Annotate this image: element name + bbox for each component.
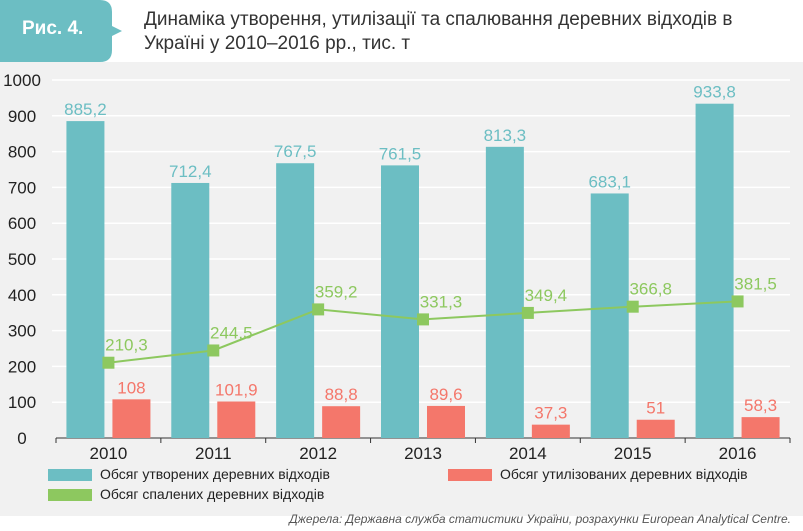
- y-tick-label: 500: [8, 250, 36, 269]
- bar-generated: [66, 121, 105, 439]
- bar-utilized: [427, 405, 465, 438]
- y-tick-label: 1000: [3, 71, 41, 90]
- data-label-utilized: 88,8: [325, 385, 358, 404]
- data-label-burned: 366,8: [629, 280, 672, 299]
- marker-burned: [626, 300, 639, 313]
- y-tick-label: 900: [8, 107, 36, 126]
- y-tick-label: 300: [8, 322, 36, 341]
- y-tick-label: 700: [8, 178, 36, 197]
- legend-label-utilized: Обсяг утилізованих деревних відходів: [500, 466, 748, 482]
- data-label-generated: 712,4: [169, 162, 212, 181]
- source-note: Джерела: Державна служба статистики Укра…: [289, 512, 791, 526]
- data-label-generated: 767,5: [274, 142, 317, 161]
- marker-burned: [207, 344, 220, 357]
- x-tick-label: 2012: [299, 444, 337, 463]
- figure-badge-shape: [0, 0, 122, 62]
- x-tick-label: 2014: [509, 444, 547, 463]
- bar-generated: [171, 182, 210, 438]
- y-tick-label: 800: [8, 143, 36, 162]
- bar-generated: [381, 165, 419, 438]
- x-tick-label: 2013: [404, 444, 442, 463]
- data-label-burned: 381,5: [734, 274, 777, 293]
- data-label-burned: 331,3: [420, 292, 463, 311]
- data-label-generated: 813,3: [484, 126, 527, 145]
- x-tick-label: 2011: [195, 444, 232, 463]
- chart-area: 0 100 200 300 400 500 600 700 800 900 1000 2010 2011…: [0, 62, 803, 516]
- data-label-generated: 683,1: [588, 172, 631, 191]
- legend-swatch-burned: [48, 489, 92, 501]
- figure-badge: Рис. 4.: [0, 0, 122, 62]
- chart-title: Динаміка утворення, утилізації та спалюв…: [144, 8, 794, 56]
- y-tick-label: 400: [8, 286, 36, 305]
- data-label-utilized: 58,3: [744, 396, 777, 415]
- data-label-utilized: 89,6: [429, 385, 462, 404]
- bar-generated: [590, 193, 629, 438]
- legend-swatch-generated: [48, 469, 92, 481]
- data-label-utilized: 51: [646, 399, 665, 418]
- data-label-generated: 933,8: [693, 83, 736, 102]
- x-tick-label: 2016: [719, 444, 757, 463]
- y-tick-label: 200: [8, 357, 36, 376]
- data-label-utilized: 101,9: [215, 381, 258, 400]
- x-tick-label: 2010: [90, 444, 128, 463]
- y-tick-label: 100: [8, 393, 36, 412]
- legend: Обсяг утворених деревних відходів Обсяг …: [0, 466, 803, 506]
- marker-burned: [102, 356, 115, 369]
- y-tick-label: 0: [17, 429, 26, 448]
- bar-utilized: [217, 401, 256, 438]
- bar-generated: [485, 146, 524, 438]
- marker-burned: [731, 295, 744, 308]
- marker-burned: [521, 306, 534, 319]
- legend-label-burned: Обсяг спалених деревних відходів: [100, 486, 325, 502]
- bar-utilized: [531, 424, 570, 438]
- bar-generated: [276, 163, 315, 439]
- data-label-burned: 244,5: [210, 323, 253, 342]
- bar-utilized: [112, 399, 151, 438]
- bar-utilized: [322, 406, 361, 438]
- bar-generated: [695, 103, 734, 439]
- figure-label: Рис. 4.: [22, 18, 84, 39]
- legend-swatch-utilized: [448, 469, 492, 481]
- data-label-burned: 349,4: [525, 286, 568, 305]
- data-label-generated: 885,2: [64, 100, 107, 119]
- header: Рис. 4. Динаміка утворення, утилізації т…: [0, 0, 803, 62]
- chart-plot: 0 100 200 300 400 500 600 700 800 900 1000 2010 2011…: [3, 71, 791, 463]
- data-label-utilized: 37,3: [534, 404, 567, 423]
- chart-title-line2: Україні у 2010–2016 рр., тис. т: [144, 33, 411, 54]
- data-label-generated: 761,5: [379, 144, 422, 163]
- bar-utilized: [636, 419, 675, 438]
- data-label-utilized: 108: [117, 378, 145, 397]
- x-tick-label: 2015: [614, 444, 652, 463]
- bar-utilized: [741, 417, 780, 438]
- marker-burned: [312, 303, 325, 316]
- legend-label-generated: Обсяг утворених деревних відходів: [100, 466, 330, 482]
- y-tick-label: 600: [8, 214, 36, 233]
- marker-burned: [417, 313, 429, 326]
- chart-title-line1: Динаміка утворення, утилізації та спалюв…: [144, 9, 733, 30]
- data-label-burned: 210,3: [105, 336, 148, 355]
- data-label-burned: 359,2: [315, 282, 358, 301]
